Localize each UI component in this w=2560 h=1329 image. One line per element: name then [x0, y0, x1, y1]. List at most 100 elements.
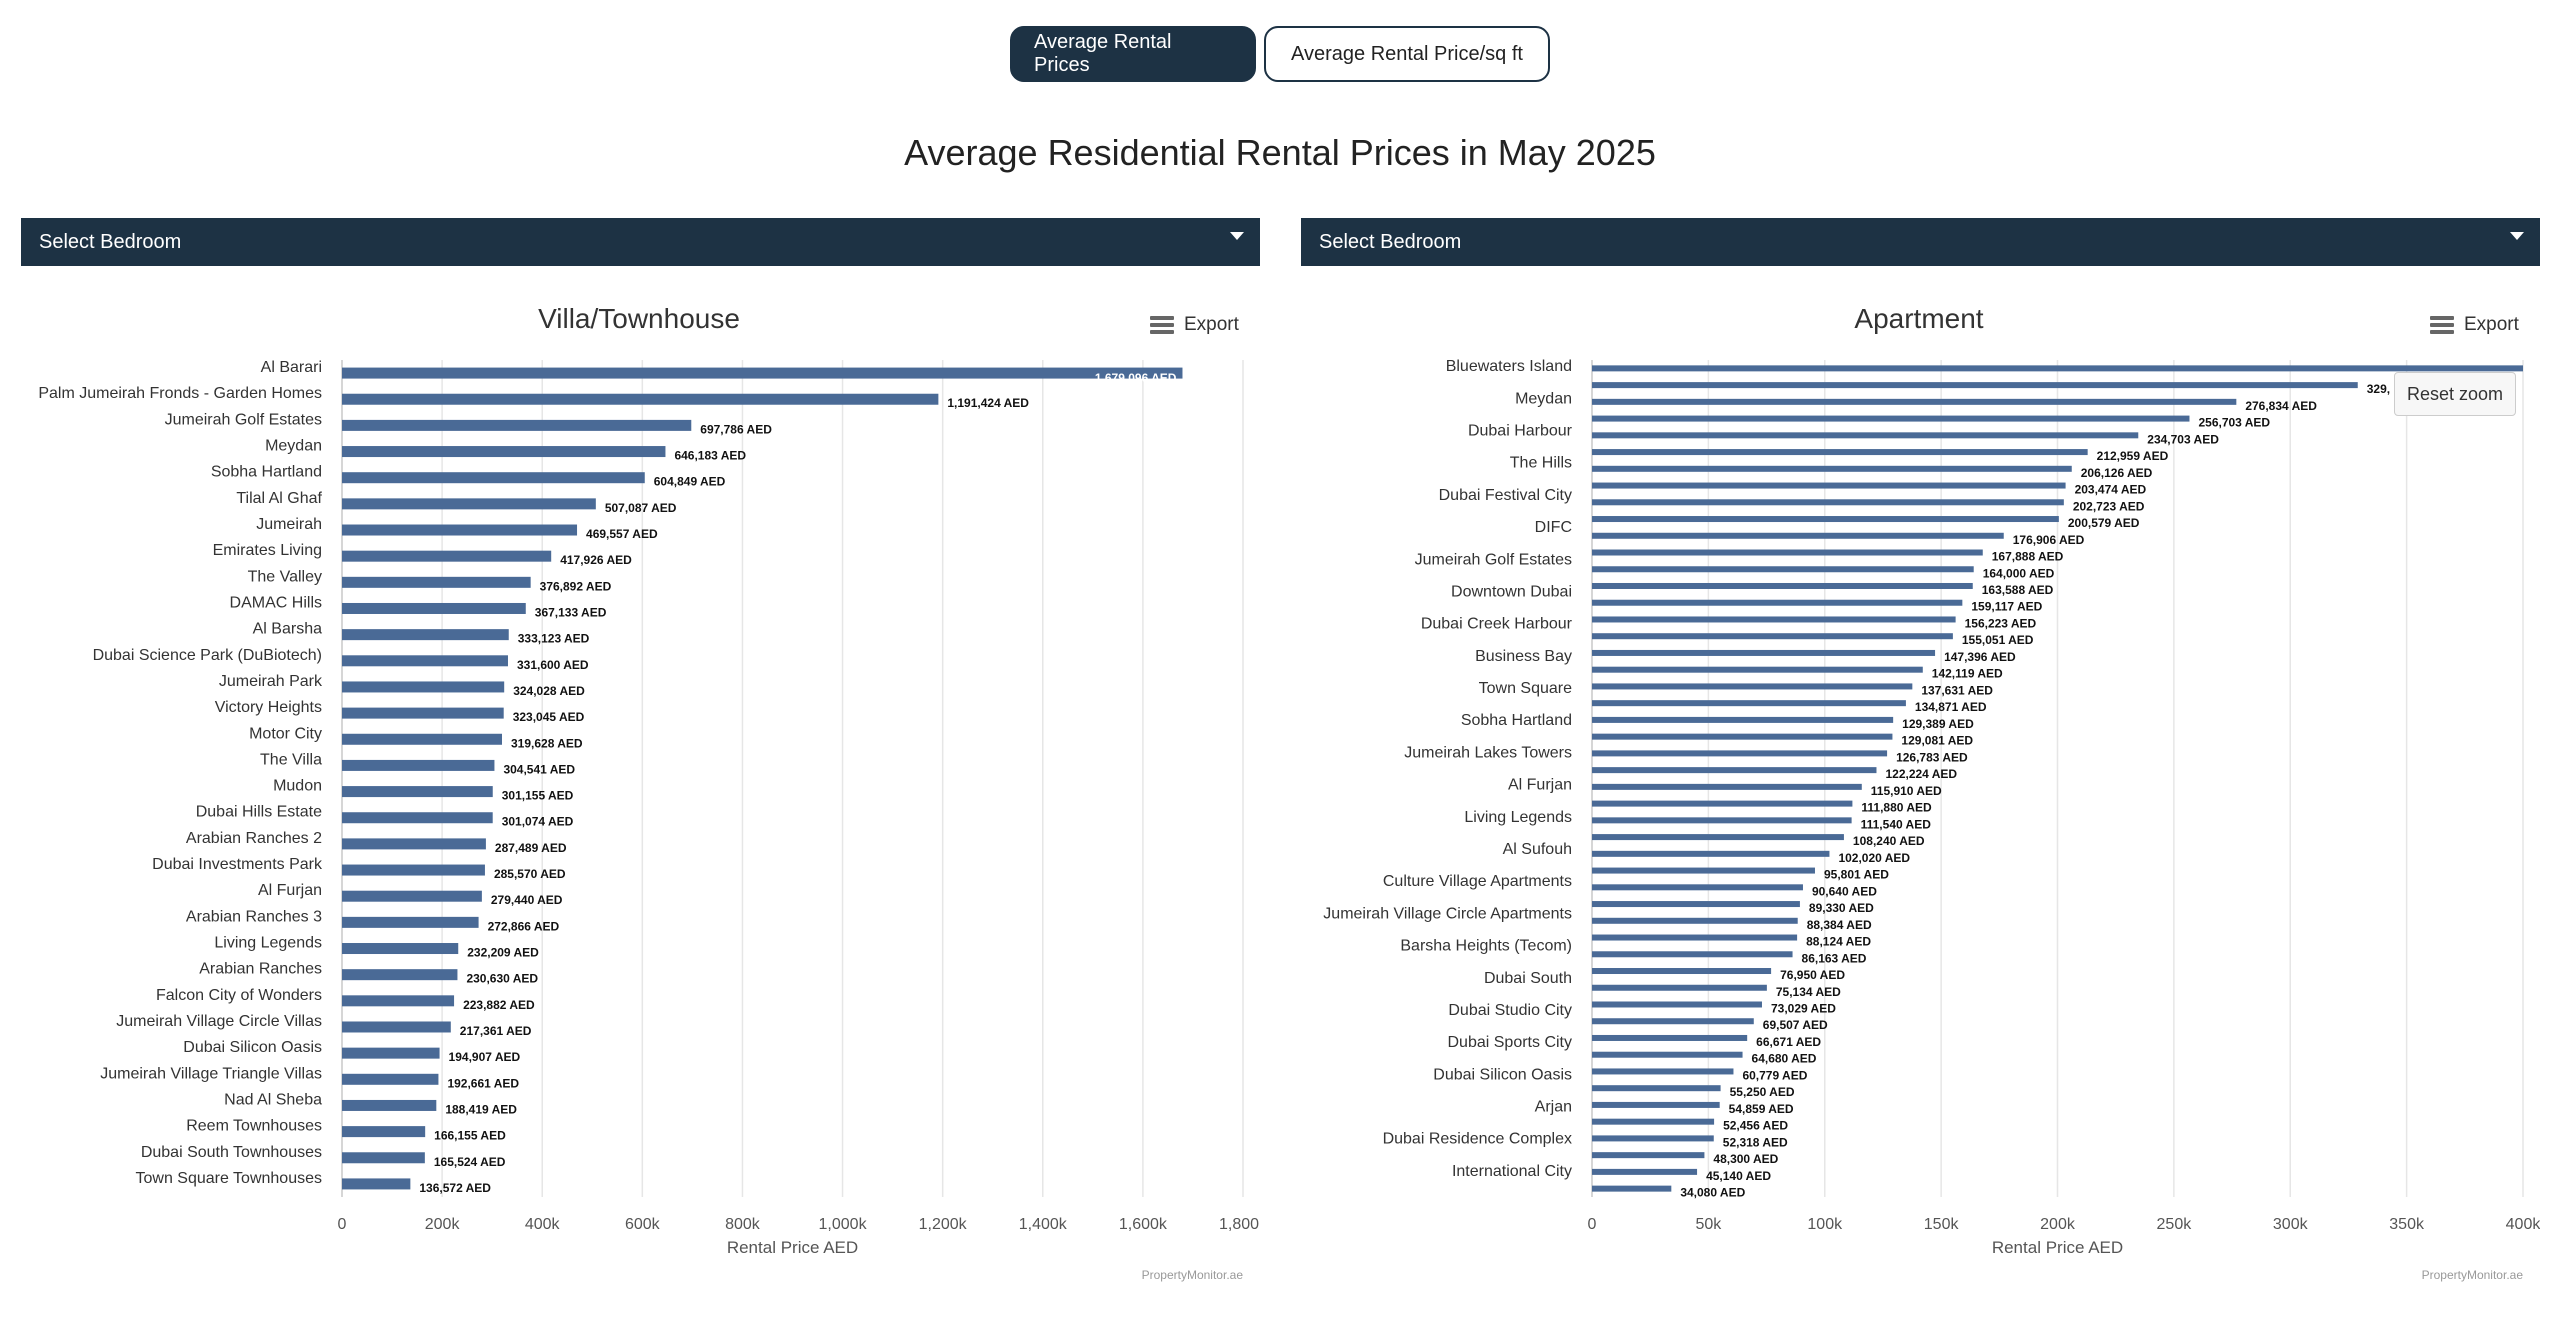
bar[interactable] [1592, 934, 1798, 941]
bar[interactable] [1592, 968, 1772, 975]
right-bedroom-select[interactable]: Select Bedroom [1301, 218, 2540, 266]
bar[interactable] [1592, 499, 2064, 506]
bar[interactable] [1592, 432, 2139, 439]
bar[interactable] [1592, 1118, 1715, 1125]
bar[interactable] [342, 446, 666, 458]
bar[interactable] [342, 576, 531, 588]
bar[interactable] [342, 629, 509, 641]
bar[interactable] [342, 1099, 437, 1111]
bar[interactable] [342, 995, 455, 1007]
bar[interactable] [1592, 783, 1862, 790]
bar[interactable] [1592, 1185, 1672, 1192]
bar[interactable] [342, 733, 502, 745]
bar[interactable] [342, 1047, 440, 1059]
bar[interactable] [1592, 415, 2190, 422]
bar[interactable] [1592, 716, 1894, 723]
reset-zoom-button[interactable]: Reset zoom [2394, 372, 2517, 416]
bar[interactable] [342, 812, 493, 824]
bar[interactable] [1592, 649, 1936, 656]
right-export-button[interactable]: Export [2430, 314, 2519, 336]
category-label: Jumeirah [256, 516, 322, 533]
category-label: The Villa [260, 751, 322, 768]
bar[interactable] [1592, 465, 2072, 472]
data-label: 272,866 AED [488, 919, 560, 933]
bar[interactable] [1592, 800, 1853, 807]
tab-average-rental-price-per-sqft[interactable]: Average Rental Price/sq ft [1264, 26, 1550, 82]
left-export-button[interactable]: Export [1150, 314, 1239, 336]
bar[interactable] [1592, 666, 1923, 673]
bar[interactable] [342, 498, 596, 510]
bar[interactable] [1592, 482, 2066, 489]
bar[interactable] [342, 943, 459, 955]
data-label: 188,419 AED [445, 1102, 517, 1116]
bar[interactable] [1592, 549, 1983, 556]
bar[interactable] [1592, 1001, 1762, 1008]
bar[interactable] [342, 524, 578, 536]
category-label: Jumeirah Golf Estates [165, 411, 322, 428]
bar[interactable] [1592, 683, 1913, 690]
bar[interactable] [342, 707, 504, 719]
bar[interactable] [342, 367, 1183, 379]
bar[interactable] [1592, 1034, 1748, 1041]
bar[interactable] [342, 890, 482, 902]
bar[interactable] [1592, 767, 1877, 774]
data-label: 604,849 AED [654, 475, 726, 489]
data-label: 75,134 AED [1776, 985, 1841, 999]
bar[interactable] [1592, 984, 1767, 991]
bar[interactable] [1592, 449, 2088, 456]
data-label: 194,907 AED [449, 1050, 521, 1064]
bar[interactable] [1592, 700, 1906, 707]
bar[interactable] [1592, 566, 1974, 573]
bar[interactable] [1592, 850, 1830, 857]
bar[interactable] [1592, 1068, 1734, 1075]
bar[interactable] [1592, 516, 2059, 523]
bar[interactable] [1592, 867, 1815, 874]
bar[interactable] [1592, 532, 2004, 539]
bar[interactable] [342, 550, 552, 562]
bar[interactable] [1592, 884, 1803, 891]
bar[interactable] [1592, 1018, 1754, 1025]
category-label: Business Bay [1475, 648, 1572, 665]
bar[interactable] [1592, 1101, 1720, 1108]
bar[interactable] [1592, 1168, 1698, 1175]
tab-average-rental-prices[interactable]: Average Rental Prices [1010, 26, 1256, 82]
category-label: Dubai Silicon Oasis [183, 1039, 322, 1056]
bar[interactable] [342, 681, 505, 693]
data-label: 136,572 AED [419, 1181, 491, 1195]
bar[interactable] [342, 419, 692, 431]
bar[interactable] [342, 1021, 451, 1033]
bar[interactable] [342, 1178, 411, 1190]
bar[interactable] [1592, 365, 2523, 372]
bar[interactable] [1592, 616, 1956, 623]
bar[interactable] [1592, 1135, 1714, 1142]
left-bedroom-select[interactable]: Select Bedroom [21, 218, 1260, 266]
bar[interactable] [342, 1152, 425, 1164]
bar[interactable] [342, 1126, 426, 1138]
bar[interactable] [342, 472, 645, 484]
bar[interactable] [342, 759, 495, 771]
bar[interactable] [342, 916, 479, 928]
bar[interactable] [342, 393, 939, 405]
bar[interactable] [1592, 1085, 1721, 1092]
bar[interactable] [342, 864, 485, 876]
bar[interactable] [1592, 1152, 1705, 1159]
bar[interactable] [1592, 599, 1963, 606]
bar[interactable] [342, 1073, 439, 1085]
bar[interactable] [1592, 633, 1953, 640]
bar[interactable] [342, 602, 526, 614]
bar[interactable] [1592, 901, 1800, 908]
bar[interactable] [1592, 750, 1888, 757]
bar[interactable] [342, 655, 508, 667]
bar[interactable] [1592, 733, 1893, 740]
bar[interactable] [1592, 834, 1844, 841]
bar[interactable] [342, 838, 486, 850]
bar[interactable] [1592, 951, 1793, 958]
bar[interactable] [342, 969, 458, 981]
bar[interactable] [1592, 817, 1852, 824]
bar[interactable] [342, 786, 493, 798]
bar[interactable] [1592, 398, 2237, 405]
bar[interactable] [1592, 917, 1798, 924]
bar[interactable] [1592, 382, 2358, 389]
bar[interactable] [1592, 582, 1973, 589]
bar[interactable] [1592, 1051, 1743, 1058]
